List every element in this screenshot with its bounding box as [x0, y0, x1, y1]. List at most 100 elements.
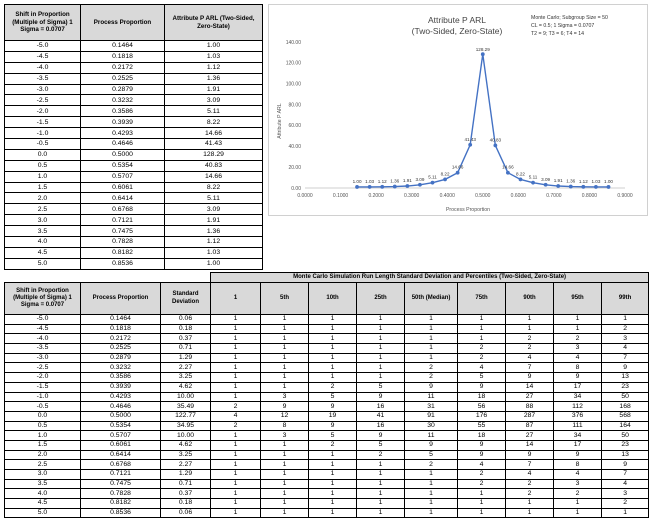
table-row: -1.0 0.4293 10.00 1 3 5 9 11 18 27 34 50	[5, 392, 649, 402]
col-header: 5th	[261, 283, 309, 315]
table-cell: 4.0	[5, 489, 81, 499]
cell-arl: 1.12	[165, 237, 263, 248]
table-cell: 11	[405, 431, 458, 441]
table-row: 1.5 0.6061 4.62 1 1 2 5 9 9 14 17 23	[5, 440, 649, 450]
table-row: 2.0 0.6414 5.11	[5, 193, 263, 204]
data-label: 5.11	[529, 175, 538, 180]
table-cell: 1	[458, 489, 506, 499]
run-length-table-title: Monte Carlo Simulation Run Length Standa…	[211, 273, 649, 283]
table-row: 5.0 0.8536 1.00	[5, 258, 263, 269]
table-cell: 2	[506, 334, 554, 344]
y-tick-label: 40.00	[288, 144, 301, 150]
table-cell: 17	[554, 440, 602, 450]
table-row: -4.0 0.2172 1.12	[5, 62, 263, 73]
table-cell: 9	[357, 392, 405, 402]
data-label: 14.66	[502, 165, 514, 170]
table-cell: 1	[211, 431, 261, 441]
arl-table: Shift in Proportion (Multiple of Sigma) …	[4, 4, 263, 270]
table-cell: 0.06	[161, 315, 211, 325]
col-header: 95th	[554, 283, 602, 315]
table-cell: 9	[602, 460, 649, 470]
table-cell: 1	[309, 315, 357, 325]
y-tick-label: 140.00	[286, 40, 302, 46]
table-cell: 1	[261, 353, 309, 363]
cell-shift: 5.0	[5, 258, 81, 269]
table-cell: 2	[211, 421, 261, 431]
cell-arl: 1.03	[165, 51, 263, 62]
cell-shift: -5.0	[5, 41, 81, 52]
col-header-shift: Shift in Proportion (Multiple of Sigma) …	[5, 5, 81, 41]
table-row: 4.5 0.8182 0.18 1 1 1 1 1 1 1 1 2	[5, 499, 649, 509]
data-point	[418, 183, 422, 187]
table-cell: -4.5	[5, 324, 81, 334]
table-cell: 1	[261, 373, 309, 383]
table-cell: 5.0	[5, 508, 81, 518]
table-cell: 1	[405, 344, 458, 354]
cell-arl: 40.83	[165, 160, 263, 171]
table-cell: 1	[554, 315, 602, 325]
table-cell: 19	[309, 411, 357, 421]
table-cell: 0.5	[5, 421, 81, 431]
y-tick-label: 80.00	[288, 102, 301, 108]
cell-proportion: 0.4293	[81, 128, 165, 139]
table-row: 5.0 0.8536 0.06 1 1 1 1 1 1 1 1 1	[5, 508, 649, 518]
table-cell: 23	[602, 382, 649, 392]
cell-arl: 8.22	[165, 182, 263, 193]
table-cell: 4.62	[161, 382, 211, 392]
table-row: -3.5 0.2525 1.36	[5, 73, 263, 84]
table-cell: 0.4646	[81, 402, 161, 412]
table-cell: 1	[309, 344, 357, 354]
cell-shift: 4.5	[5, 247, 81, 258]
x-tick-label: 0.9000	[617, 193, 633, 199]
table-cell: 4	[211, 411, 261, 421]
table-cell: -3.0	[5, 353, 81, 363]
table-cell: 1	[211, 353, 261, 363]
x-tick-label: 0.4000	[440, 193, 456, 199]
cell-shift: 1.5	[5, 182, 81, 193]
col-header: 10th	[309, 283, 357, 315]
table-cell: 13	[602, 450, 649, 460]
table-cell: 1	[261, 315, 309, 325]
table-cell: 2.0	[5, 450, 81, 460]
x-tick-label: 0.2000	[368, 193, 384, 199]
chart-title: Attribute P ARL	[428, 15, 486, 25]
table-cell: 1	[309, 479, 357, 489]
data-label: 3.09	[415, 177, 424, 182]
table-cell: 3.0	[5, 470, 81, 480]
table-cell: 9	[458, 450, 506, 460]
table-cell: 164	[602, 421, 649, 431]
table-cell: 9	[554, 373, 602, 383]
table-cell: 1	[211, 460, 261, 470]
data-label: 8.22	[516, 171, 525, 176]
data-point	[594, 185, 598, 189]
table-cell: 0.1464	[81, 315, 161, 325]
table-cell: 1	[211, 334, 261, 344]
table-row: -2.0 0.3586 3.25 1 1 1 1 2 5 9 9 13	[5, 373, 649, 383]
cell-arl: 128.29	[165, 149, 263, 160]
table-row: -1.0 0.4293 14.66	[5, 128, 263, 139]
table-cell: 3	[554, 479, 602, 489]
cell-arl: 1.00	[165, 41, 263, 52]
table-cell: 10.00	[161, 431, 211, 441]
table-cell: 14	[506, 440, 554, 450]
table-cell: 2	[506, 479, 554, 489]
table-cell: 1	[405, 479, 458, 489]
y-tick-label: 20.00	[288, 165, 301, 171]
col-header: 90th	[506, 283, 554, 315]
y-tick-label: 0.00	[291, 186, 301, 192]
table-cell: 2	[458, 344, 506, 354]
table-cell: 1	[261, 460, 309, 470]
cell-proportion: 0.6768	[81, 204, 165, 215]
data-label: 1.12	[378, 179, 387, 184]
table-cell: 9	[506, 373, 554, 383]
cell-shift: 3.5	[5, 226, 81, 237]
table-cell: 1	[357, 324, 405, 334]
table-cell: 3	[602, 334, 649, 344]
data-label: 1.00	[353, 179, 362, 184]
x-tick-label: 0.1000	[333, 193, 349, 199]
table-cell: 4	[602, 479, 649, 489]
table-cell: 5	[309, 392, 357, 402]
table-cell: 0.4293	[81, 392, 161, 402]
table-cell: 1	[261, 440, 309, 450]
table-row: 1.5 0.6061 8.22	[5, 182, 263, 193]
